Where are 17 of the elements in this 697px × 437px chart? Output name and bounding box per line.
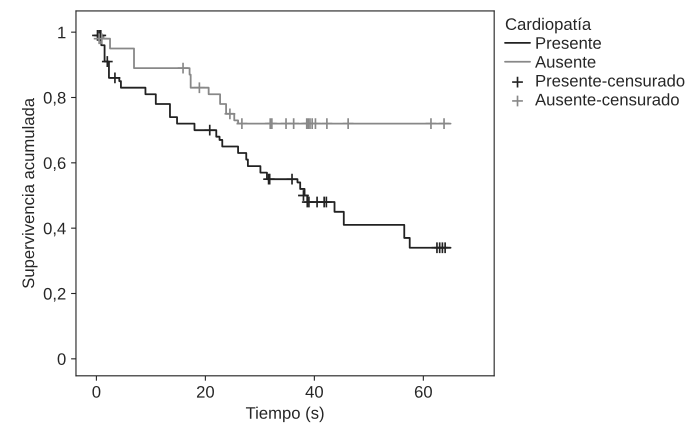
legend-label: Presente <box>536 37 601 49</box>
legend-label: Ausente <box>535 56 596 68</box>
y-tick-label: 0,4 <box>44 222 66 236</box>
x-tick-label: 60 <box>414 386 432 398</box>
legend-label: Ausente-censurado <box>535 93 679 106</box>
x-tick-label: 40 <box>305 386 323 398</box>
y-tick-label: 1 <box>58 26 66 38</box>
x-tick-label: 0 <box>92 386 100 398</box>
y-tick-label: 0 <box>58 353 66 366</box>
y-axis-title: Supervivencia acumulada <box>22 98 38 288</box>
y-tick-label: 0,6 <box>44 157 66 171</box>
y-tick-label: 0,2 <box>44 288 66 302</box>
x-axis-title: Tiempo (s) <box>246 406 324 422</box>
x-tick-label: 20 <box>196 386 214 398</box>
y-tick-label: 0,8 <box>44 92 66 106</box>
legend-label: Presente-censurado <box>536 74 684 87</box>
legend-title: Cardiopatía <box>506 18 592 34</box>
